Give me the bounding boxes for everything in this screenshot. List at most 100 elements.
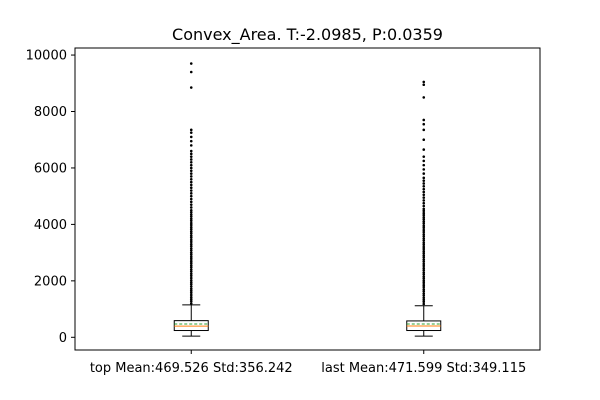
outlier-point	[422, 268, 426, 272]
outlier-point	[189, 247, 193, 250]
outlier-point	[422, 190, 426, 194]
outlier-point	[422, 243, 426, 247]
outlier-point	[189, 200, 193, 204]
outlier-point	[422, 288, 426, 291]
outlier-point	[422, 159, 426, 163]
y-tick-label: 10000	[26, 49, 67, 64]
outlier-point	[422, 256, 426, 259]
x-tick-label: last Mean:471.599 Std:349.115	[321, 361, 526, 376]
outlier-point	[189, 62, 193, 65]
outlier-point	[189, 227, 193, 231]
box-group	[406, 80, 442, 337]
outlier-point	[422, 258, 426, 261]
outlier-point	[422, 281, 426, 285]
outlier-point	[422, 184, 426, 188]
outlier-point	[189, 282, 193, 286]
outlier-point	[189, 236, 193, 239]
outlier-point	[422, 247, 426, 251]
outlier-point	[189, 169, 193, 173]
outlier-point	[189, 166, 193, 170]
outlier-point	[422, 266, 426, 270]
outlier-point	[189, 272, 193, 276]
outlier-point	[422, 122, 426, 126]
outlier-point	[422, 196, 426, 199]
chart-title: Convex_Area. T:-2.0985, P:0.0359	[172, 25, 443, 45]
outlier-point	[422, 155, 426, 158]
outlier-point	[189, 293, 193, 297]
outlier-point	[189, 287, 193, 291]
outlier-point	[189, 219, 193, 223]
outlier-point	[189, 158, 193, 161]
outlier-point	[422, 245, 426, 249]
outlier-point	[422, 96, 426, 99]
iqr-box	[173, 320, 209, 332]
outlier-point	[189, 249, 193, 252]
outlier-point	[189, 213, 193, 216]
outlier-point	[422, 241, 426, 245]
outlier-point	[422, 228, 426, 232]
outlier-point	[422, 218, 426, 221]
outlier-point	[189, 223, 193, 227]
outlier-point	[189, 175, 193, 178]
outlier-point	[189, 210, 193, 214]
outlier-point	[422, 213, 426, 217]
outlier-point	[422, 148, 426, 151]
outlier-point	[189, 131, 193, 134]
outlier-point	[189, 244, 193, 248]
outlier-point	[189, 280, 193, 284]
outlier-point	[422, 80, 426, 84]
y-tick-label: 4000	[34, 218, 67, 233]
outlier-point	[422, 182, 426, 185]
outlier-point	[189, 251, 193, 254]
outlier-point	[189, 259, 193, 263]
y-tick-label: 2000	[34, 274, 67, 289]
outlier-point	[422, 285, 426, 289]
outlier-point	[422, 83, 426, 86]
outlier-point	[422, 230, 426, 234]
outlier-point	[422, 249, 426, 253]
outlier-point	[189, 163, 193, 167]
outlier-point	[189, 217, 193, 221]
outlier-point	[422, 199, 426, 202]
box-group	[173, 62, 209, 337]
outlier-point	[189, 291, 193, 295]
outlier-point	[422, 118, 426, 122]
outlier-point	[189, 261, 193, 265]
outlier-point	[189, 278, 193, 282]
outlier-point	[422, 216, 426, 219]
outlier-point	[189, 234, 193, 237]
outlier-point	[189, 295, 193, 299]
outlier-point	[189, 155, 193, 158]
outlier-point	[189, 177, 193, 181]
outlier-point	[189, 285, 193, 288]
outlier-point	[189, 221, 193, 225]
outlier-point	[189, 257, 193, 261]
outlier-point	[189, 197, 193, 201]
outlier-point	[189, 135, 193, 139]
outlier-point	[189, 186, 193, 190]
outlier-point	[189, 203, 193, 206]
x-tick-label: top Mean:469.526 Std:356.242	[90, 361, 293, 376]
outlier-point	[189, 149, 193, 153]
outlier-point	[422, 209, 426, 213]
outlier-point	[189, 274, 193, 278]
outlier-point	[422, 168, 426, 171]
outlier-point	[189, 242, 193, 246]
outlier-point	[422, 289, 426, 293]
outlier-point	[422, 211, 426, 215]
outlier-point	[189, 172, 193, 175]
outlier-point	[189, 225, 193, 229]
outlier-point	[422, 179, 426, 182]
outlier-point	[189, 144, 193, 147]
outlier-point	[189, 192, 193, 195]
outlier-point	[422, 201, 426, 205]
outlier-point	[189, 264, 193, 267]
outlier-point	[422, 292, 426, 295]
outlier-point	[422, 163, 426, 167]
outlier-point	[422, 204, 426, 208]
outlier-point	[189, 230, 193, 233]
outlier-point	[422, 239, 426, 242]
outlier-point	[189, 238, 193, 242]
outlier-point	[189, 183, 193, 187]
